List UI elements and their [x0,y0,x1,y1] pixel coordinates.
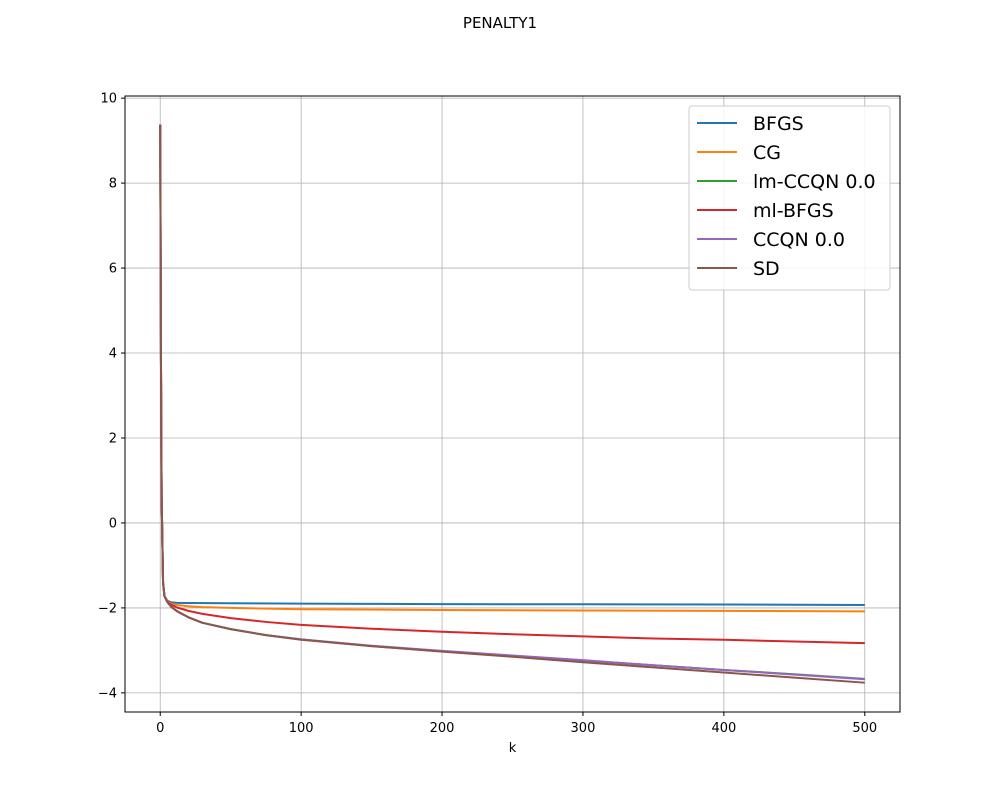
legend-entry: lm-CCQN 0.0 [753,171,876,193]
x-tick-label: 400 [711,721,736,736]
legend-entry: BFGS [753,113,804,135]
chart-title: PENALTY1 [463,14,537,32]
x-tick-label: 100 [289,721,314,736]
legend-entry: CCQN 0.0 [753,229,845,251]
plot-frame [124,95,901,713]
y-tick-label: 6 [109,262,117,277]
series-layer [159,124,865,684]
legend: BFGS CG lm-CCQN 0.0 ml-BFGS CCQN 0.0 SD [688,105,891,291]
legend-entry: CG [753,142,781,164]
x-tick-label: 0 [156,721,164,736]
x-axis-label: k [509,741,517,756]
y-tick-label: 4 [109,347,117,362]
y-tick-label: −2 [98,601,117,616]
x-tick-label: 300 [571,721,596,736]
x-tick-label: 200 [430,721,455,736]
y-tick-label: 8 [109,177,117,192]
y-tick-label: 2 [109,431,117,446]
axis-ticks: 0 100 200 300 400 500 −4 −2 0 2 4 6 8 10 [98,92,877,736]
y-tick-label: −4 [98,686,117,701]
legend-entry: SD [753,258,780,280]
legend-entry: ml-BFGS [753,200,834,222]
x-tick-label: 500 [852,721,877,736]
y-tick-label: 0 [109,516,117,531]
legend-box [688,105,891,291]
y-tick-label: 10 [100,92,117,107]
series-line-sd [159,124,865,684]
